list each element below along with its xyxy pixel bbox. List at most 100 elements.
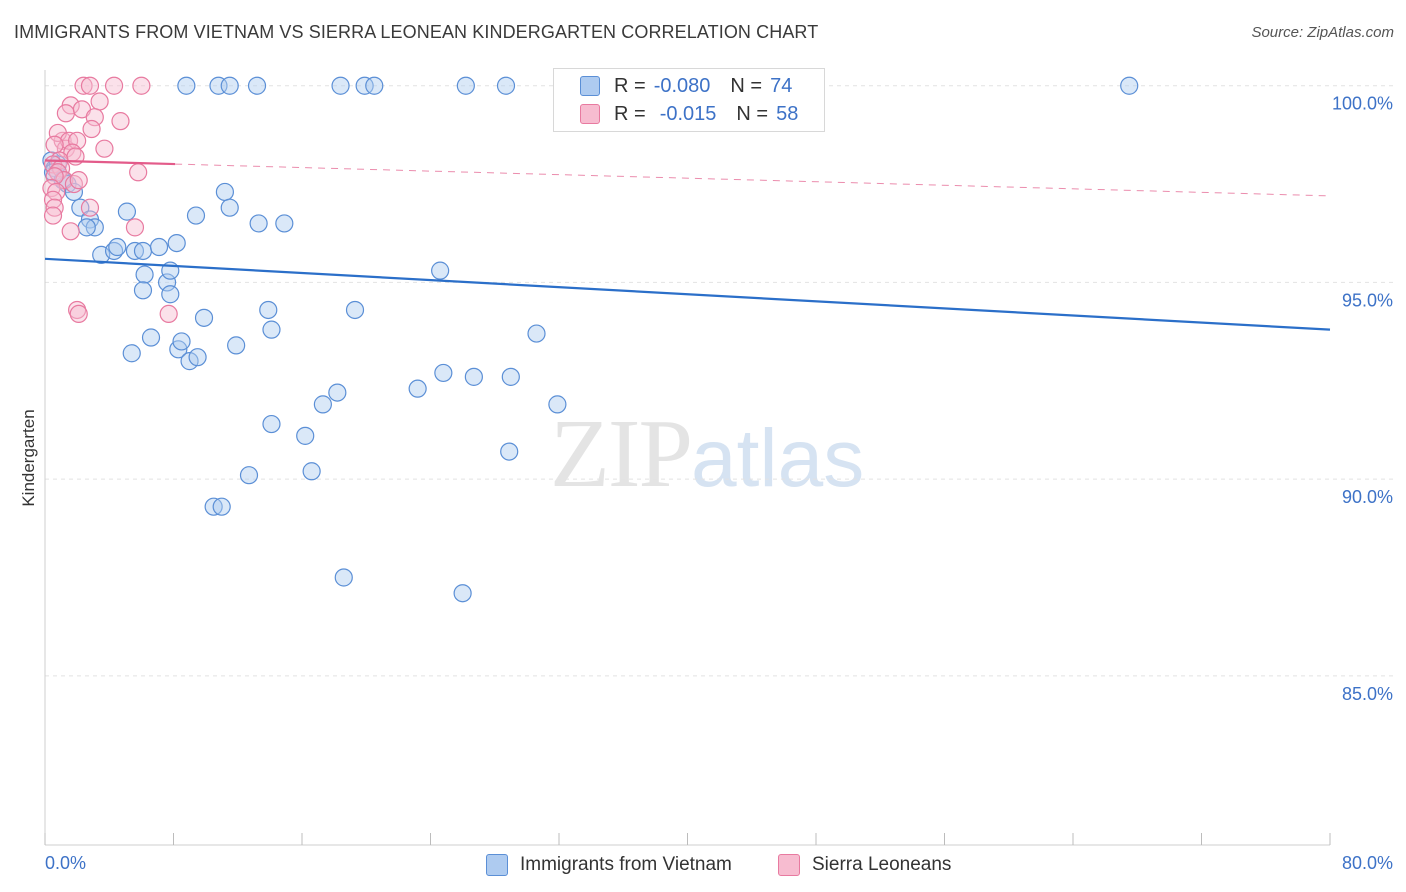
legend-vietnam-swatch-icon (486, 854, 508, 876)
legend-item-sierra-leoneans[interactable]: Sierra Leoneans (778, 852, 951, 878)
vietnam-point (249, 214, 268, 233)
vietnam-point (135, 265, 154, 284)
sierra-leonean-point (45, 167, 64, 186)
vietnam-point (313, 395, 332, 414)
vietnam-point (161, 285, 180, 304)
vietnam-point (108, 237, 127, 257)
vietnam-point (64, 182, 84, 202)
vietnam-point (167, 233, 186, 253)
sierra-leonean-point (125, 218, 145, 237)
vietnam-point (408, 379, 427, 398)
vietnam-point (262, 320, 281, 339)
sierra-leonean-point (80, 76, 100, 95)
r-value: -0.015 (659, 102, 717, 125)
vietnam-point (133, 241, 153, 261)
sierra-leonean-point (159, 304, 178, 324)
vietnam-point (334, 568, 353, 587)
watermark-zip: ZIP (550, 400, 693, 508)
legend-item-vietnam[interactable]: Immigrants from Vietnam (486, 852, 732, 878)
vietnam-point (186, 206, 206, 225)
sierra-leonean-point (90, 92, 109, 111)
vietnam-point (431, 261, 450, 280)
vietnam-point (464, 367, 483, 386)
vietnam-point (133, 281, 153, 300)
vietnam-point (122, 344, 141, 363)
vietnam-point (500, 442, 519, 461)
r-label: R = (614, 102, 646, 125)
sierra-leonean-point (85, 108, 104, 127)
stats-row-sierra-leoneans: R = -0.015 N = 58 (580, 100, 798, 128)
y-tick-label: 85.0% (1342, 684, 1393, 704)
x-tick-label: 80.0% (1342, 853, 1393, 873)
vietnam-point (212, 497, 231, 516)
vietnam-point (220, 198, 239, 217)
legend-sierra-leonean-swatch-icon (778, 854, 800, 876)
sierra-leonean-point (74, 76, 93, 95)
vietnam-point (434, 363, 453, 383)
y-tick-label: 90.0% (1342, 487, 1393, 507)
vietnam-trend-line (44, 257, 1331, 331)
vietnam-point (194, 308, 214, 327)
x-tick-label: 0.0% (45, 853, 86, 873)
vietnam-point (527, 324, 546, 343)
sierra-leonean-point (69, 304, 88, 324)
legend-vietnam-label: Immigrants from Vietnam (520, 854, 732, 875)
sierra-leonean-point (111, 112, 130, 131)
vietnam-point (365, 76, 384, 95)
n-value: 74 (770, 74, 793, 97)
vietnam-point (259, 300, 278, 320)
vietnam-point (262, 414, 281, 434)
vietnam-point (275, 214, 294, 233)
sierra-leonean-point (45, 135, 64, 154)
chart-title: IMMIGRANTS FROM VIETNAM VS SIERRA LEONEA… (14, 22, 819, 42)
vietnam-point (456, 76, 475, 95)
watermark: ZIPatlas (550, 398, 864, 510)
y-tick-label: 95.0% (1342, 290, 1393, 310)
vietnam-point (331, 76, 350, 95)
vietnam-point (345, 300, 365, 320)
sierra-leonean-point (129, 163, 148, 182)
vietnam-point (227, 336, 246, 355)
vietnam-point (71, 198, 90, 217)
sierra-leonean-point (80, 198, 100, 217)
vietnam-point (239, 466, 259, 485)
n-label: N = (736, 102, 769, 125)
chart-source: Source: ZipAtlas.com (1251, 24, 1394, 41)
sierra-leonean-point (132, 76, 151, 95)
y-axis-label: Kindergarten (19, 409, 38, 506)
sierra-leonean-swatch-icon (580, 104, 600, 124)
stats-box: R = -0.080 N = 74 R = -0.015 N = 58 (553, 68, 825, 132)
stats-row-vietnam: R = -0.080 N = 74 (580, 72, 792, 100)
vietnam-point (496, 76, 516, 95)
vietnam-point (149, 237, 169, 257)
n-value: 58 (776, 102, 799, 125)
sierra-leonean-point (95, 139, 114, 158)
vietnam-point (77, 218, 96, 237)
vietnam-point (141, 328, 161, 347)
sierra-leonean-point (61, 222, 80, 241)
vietnam-point (177, 76, 196, 95)
vietnam-swatch-icon (580, 76, 600, 96)
r-value: -0.080 (653, 74, 711, 97)
sierra-leonean-point (68, 131, 87, 150)
sierra-leonean-point (69, 171, 88, 190)
legend-sierra-leonean-label: Sierra Leoneans (812, 854, 952, 875)
vietnam-point (157, 273, 177, 292)
vietnam-point (172, 332, 191, 351)
watermark-atlas: atlas (691, 413, 865, 504)
n-label: N = (730, 74, 763, 97)
r-label: R = (614, 74, 646, 97)
sierra-leonean-trend-line-dashed (175, 163, 1331, 197)
vietnam-point (302, 462, 321, 481)
vietnam-point (328, 383, 347, 402)
vietnam-point (215, 182, 234, 202)
sierra-leonean-point (104, 76, 124, 95)
vietnam-point (1120, 76, 1139, 95)
vietnam-point (501, 367, 520, 386)
sierra-leonean-point (82, 119, 101, 139)
vietnam-point (247, 76, 267, 95)
sierra-leonean-trend-line (44, 159, 176, 166)
y-tick-label: 100.0% (1332, 94, 1393, 114)
vietnam-point (453, 584, 472, 603)
